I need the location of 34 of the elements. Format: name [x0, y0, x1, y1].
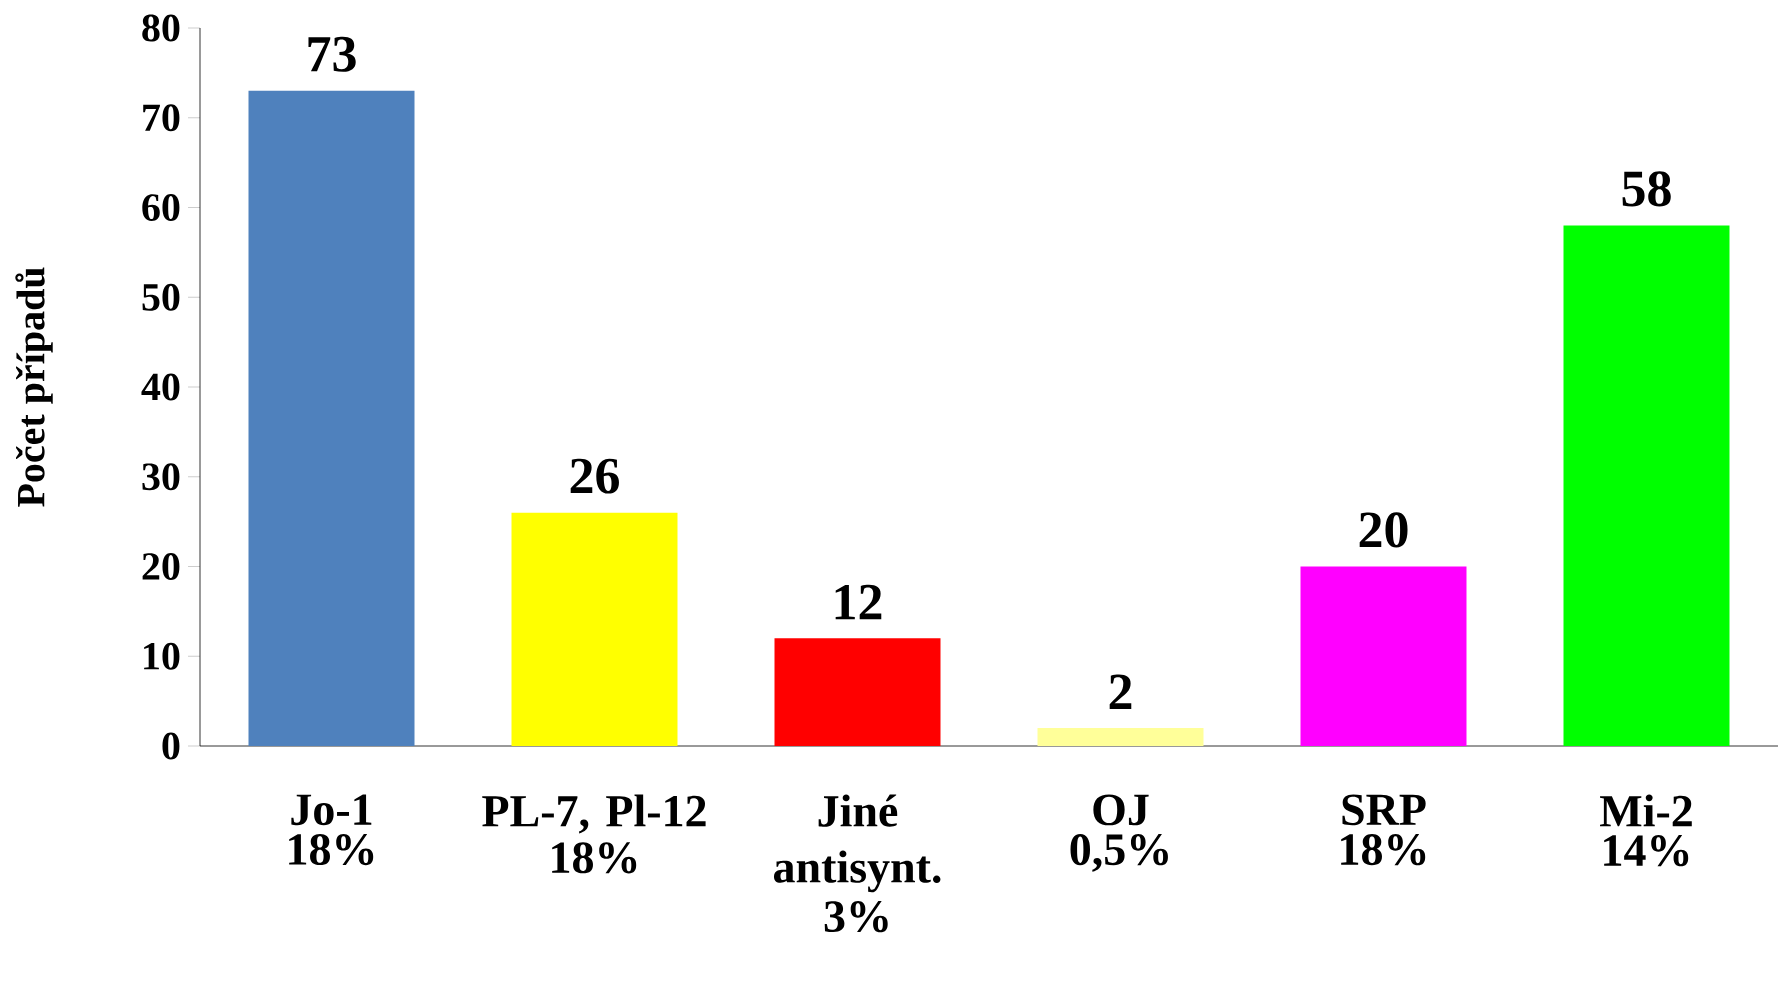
text: 3% — [824, 901, 888, 933]
y-tick-label: 10 — [144, 642, 180, 670]
data-label: 26 — [570, 458, 619, 494]
y-tick-label: 30 — [142, 463, 180, 491]
data-label: 58 — [1622, 171, 1671, 207]
y-tick-label: 20 — [142, 553, 180, 580]
y-axis-title: Počet případů — [15, 267, 53, 507]
text: 18% — [289, 834, 374, 866]
bar — [774, 638, 941, 746]
x-tick-label: Jo-1 — [291, 794, 372, 826]
data-label: 20 — [1359, 512, 1408, 548]
data-label: 73 — [308, 36, 356, 72]
y-tick-label: 60 — [142, 194, 180, 221]
data-label: 12 — [835, 584, 882, 620]
x-tick-label: SRP — [1342, 794, 1426, 826]
x-tick-label: Mi-2 — [1600, 794, 1692, 827]
bar — [1300, 566, 1467, 746]
bar — [1563, 225, 1730, 746]
x-tick-label: PL-7, Pl-12 — [482, 794, 706, 834]
text: 14% — [1604, 835, 1689, 867]
y-tick-label: 40 — [141, 373, 180, 401]
text: 18% — [552, 842, 637, 874]
data-label: 2 — [1109, 674, 1132, 709]
text: 18% — [1341, 834, 1426, 866]
bar — [511, 512, 678, 746]
x-tick-label: Jiné antisynt. — [773, 794, 941, 893]
y-tick-label: 0 — [162, 732, 180, 760]
text: 0,5% — [1070, 834, 1168, 872]
bar — [248, 90, 415, 746]
y-tick-label: 80 — [142, 14, 180, 42]
y-tick-label: 50 — [142, 283, 180, 311]
x-tick-label: OJ — [1093, 794, 1149, 826]
bar — [1037, 728, 1204, 746]
y-tick-label: 70 — [143, 104, 180, 132]
